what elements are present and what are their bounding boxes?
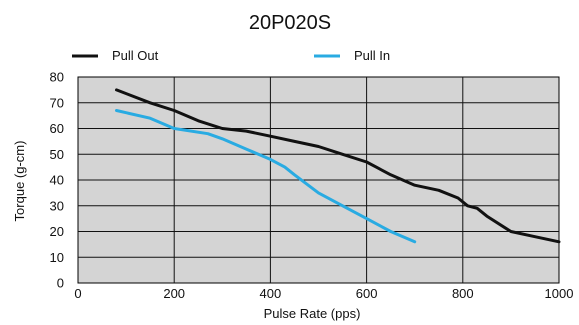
series-line-pull-in	[115, 109, 417, 244]
y-tick-label-0: 0	[57, 276, 64, 291]
x-tick-label-600: 600	[356, 286, 378, 301]
y-axis-ticks: 0 10 20 30 40 50 60 70 80	[50, 70, 64, 291]
x-axis-ticks: 0 200 400 600 800 1000	[74, 286, 573, 301]
y-tick-label-20: 20	[50, 224, 64, 239]
y-tick-label-80: 80	[50, 70, 64, 85]
legend: Pull Out Pull In	[72, 48, 390, 63]
y-tick-label-10: 10	[50, 250, 64, 265]
legend-label-pull-out: Pull Out	[112, 48, 159, 63]
y-tick-label-40: 40	[50, 173, 64, 188]
y-axis-label: Torque (g-cm)	[12, 141, 27, 222]
chart-title: 20P020S	[249, 12, 331, 34]
y-tick-label-30: 30	[50, 198, 64, 213]
y-tick-label-60: 60	[50, 121, 64, 136]
y-tick-label-70: 70	[50, 95, 64, 110]
x-tick-label-400: 400	[260, 286, 282, 301]
x-tick-label-0: 0	[74, 286, 81, 301]
series-lines	[115, 88, 561, 244]
y-tick-label-50: 50	[50, 147, 64, 162]
series-line-pull-out	[115, 88, 561, 244]
x-axis-label: Pulse Rate (pps)	[264, 306, 361, 321]
x-tick-label-200: 200	[163, 286, 185, 301]
x-tick-label-1000: 1000	[545, 286, 574, 301]
legend-label-pull-in: Pull In	[354, 48, 390, 63]
x-tick-label-800: 800	[452, 286, 474, 301]
